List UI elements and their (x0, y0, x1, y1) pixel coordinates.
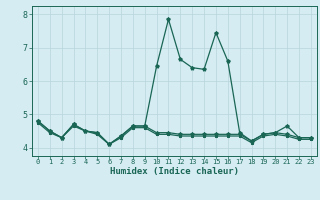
X-axis label: Humidex (Indice chaleur): Humidex (Indice chaleur) (110, 167, 239, 176)
